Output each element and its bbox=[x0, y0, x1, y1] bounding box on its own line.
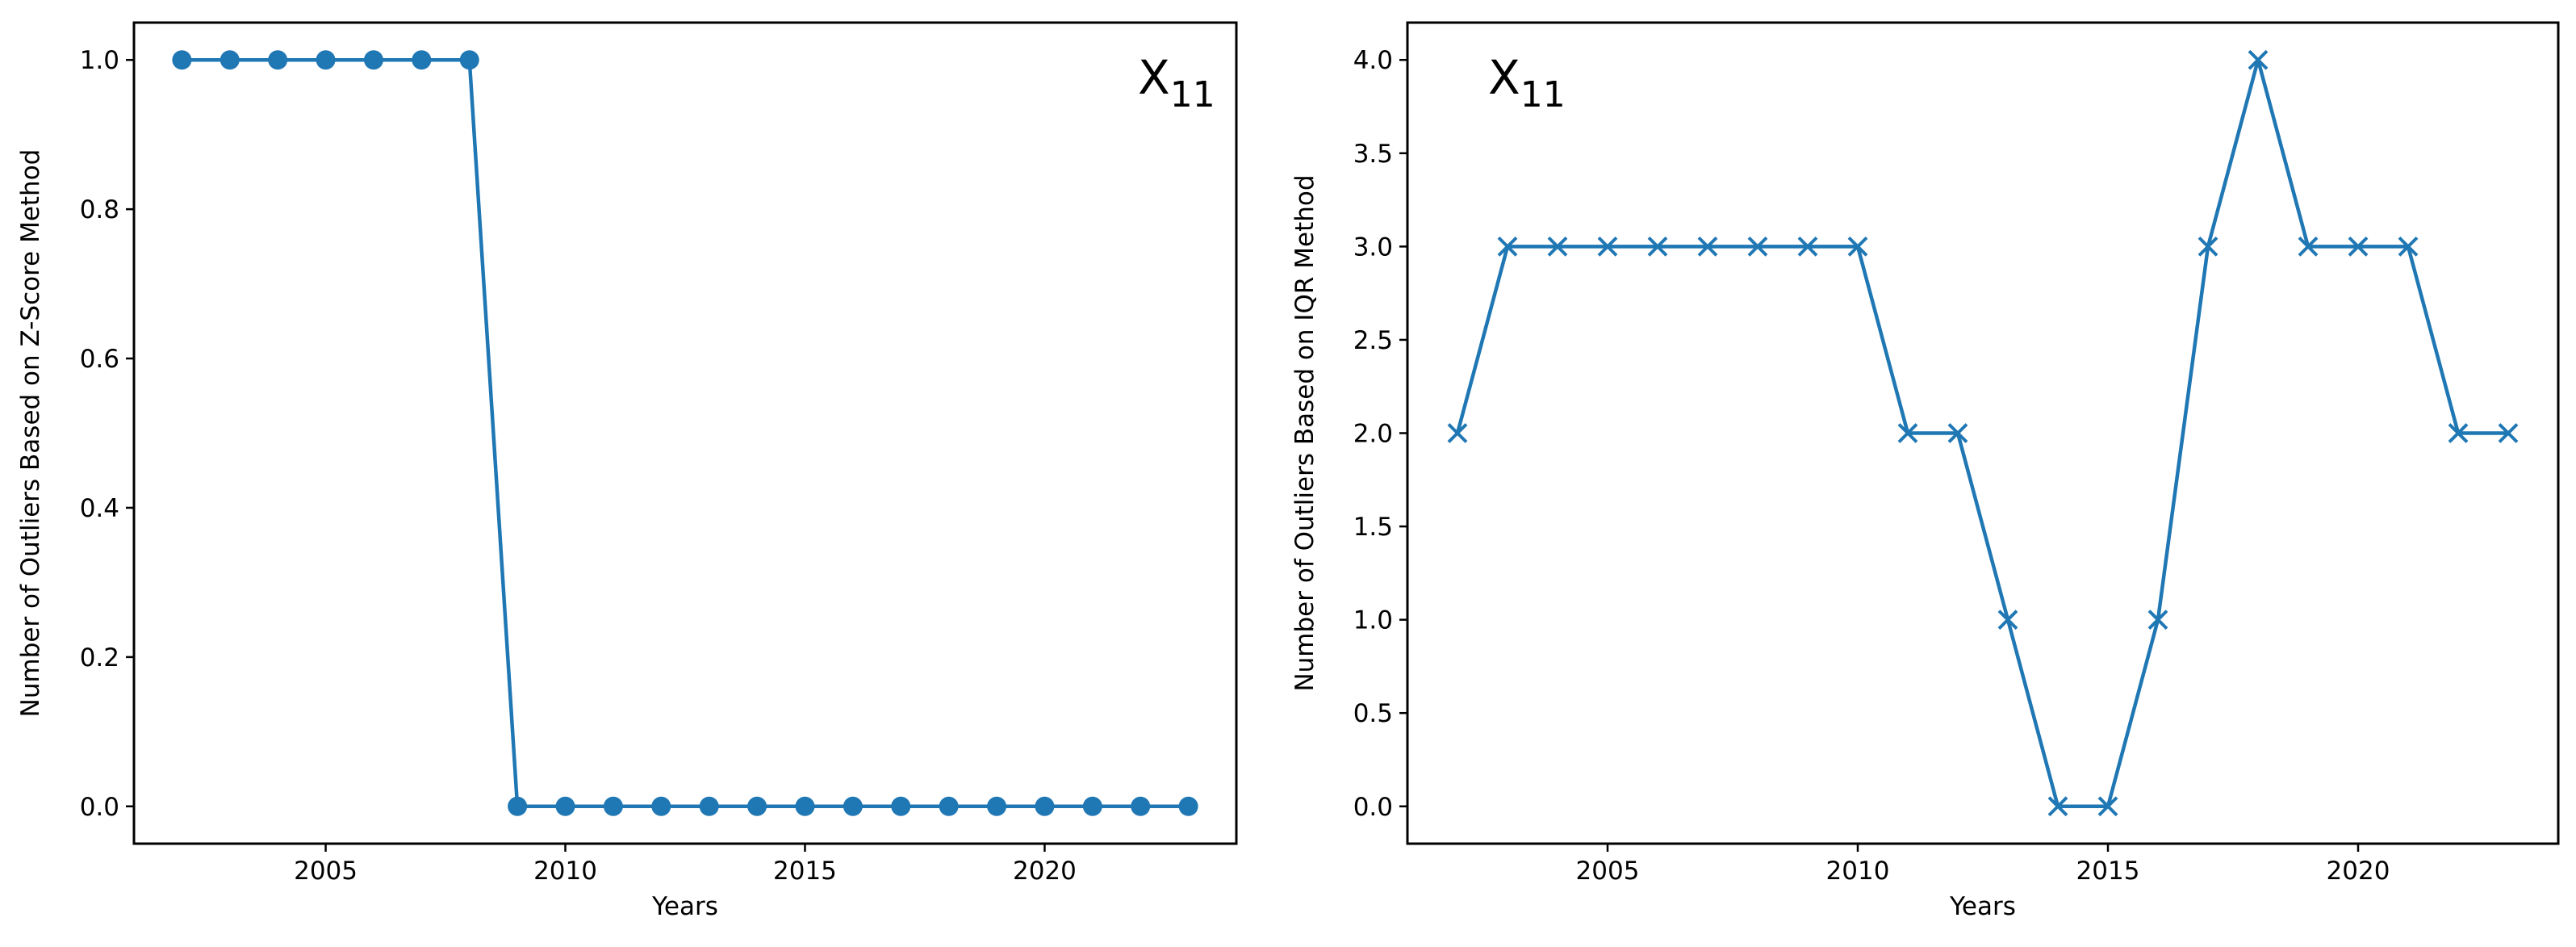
data-point bbox=[1497, 236, 1518, 257]
x-tick-label: 2005 bbox=[294, 857, 358, 886]
x-tick-label: 2015 bbox=[773, 857, 837, 886]
data-point bbox=[651, 796, 671, 816]
data-point bbox=[2198, 236, 2218, 257]
y-tick-label: 4.0 bbox=[1353, 46, 1393, 75]
data-point bbox=[1947, 423, 1968, 443]
data-point bbox=[268, 50, 288, 70]
data-point bbox=[795, 796, 815, 816]
data-point bbox=[1035, 796, 1055, 816]
data-point bbox=[2398, 236, 2419, 257]
series-iqr bbox=[1447, 49, 2519, 817]
x-tick-label: 2005 bbox=[1576, 857, 1640, 886]
data-point bbox=[172, 50, 192, 70]
y-axis-ticks: 0.0 0.2 0.4 0.6 0.8 1.0 bbox=[80, 46, 134, 822]
data-point bbox=[1597, 236, 1618, 257]
data-point bbox=[603, 796, 623, 816]
data-point bbox=[220, 50, 240, 70]
panel-title-main: X bbox=[1138, 50, 1170, 105]
data-point bbox=[1897, 423, 1918, 443]
data-point bbox=[2248, 49, 2269, 70]
series-line bbox=[182, 57, 1189, 809]
y-tick-label: 0.4 bbox=[80, 494, 119, 523]
data-point bbox=[747, 796, 767, 816]
data-point bbox=[508, 796, 528, 816]
x-tick-label: 2020 bbox=[1013, 857, 1077, 886]
y-tick-label: 1.0 bbox=[80, 46, 119, 75]
x-tick-label: 2020 bbox=[2327, 857, 2390, 886]
y-axis-label: Number of Outliers Based on Z-Score Meth… bbox=[16, 149, 45, 718]
data-point bbox=[2498, 423, 2519, 443]
y-tick-label: 3.0 bbox=[1353, 233, 1393, 262]
x-axis-label: Years bbox=[1949, 892, 2016, 921]
chart-panel-zscore: 2005 2010 2015 2020 0.0 0.2 0.4 0.6 0.8 1.0 Year… bbox=[16, 21, 1238, 921]
y-axis-label: Number of Outliers Based on IQR Method bbox=[1290, 174, 1319, 691]
panel-title: X11 bbox=[1138, 50, 1215, 115]
data-point bbox=[1797, 236, 1818, 257]
data-point bbox=[2448, 423, 2469, 443]
data-point bbox=[2298, 236, 2319, 257]
data-point bbox=[891, 796, 911, 816]
data-point bbox=[459, 50, 479, 70]
data-point bbox=[1447, 423, 1468, 443]
panel-title: X11 bbox=[1488, 50, 1566, 115]
data-point bbox=[699, 796, 719, 816]
y-tick-label: 2.0 bbox=[1353, 420, 1393, 449]
data-point bbox=[2047, 796, 2068, 817]
data-point bbox=[939, 796, 959, 816]
data-point bbox=[987, 796, 1007, 816]
panel-title-main: X bbox=[1488, 50, 1520, 105]
data-point bbox=[2147, 610, 2168, 631]
plot-frame bbox=[132, 21, 1238, 845]
series-zscore bbox=[172, 50, 1198, 816]
data-point bbox=[1847, 236, 1868, 257]
data-point bbox=[316, 50, 336, 70]
x-tick-label: 2010 bbox=[533, 857, 597, 886]
chart-panel-iqr: 2005 2010 2015 2020 0.0 0.5 1.0 1.5 2.0 2.5 3.0 3.… bbox=[1290, 21, 2560, 921]
x-tick-label: 2010 bbox=[1826, 857, 1890, 886]
x-axis-ticks: 2005 2010 2015 2020 bbox=[1576, 844, 2390, 886]
data-point bbox=[1747, 236, 1768, 257]
y-axis-ticks: 0.0 0.5 1.0 1.5 2.0 2.5 3.0 3.5 4.0 bbox=[1353, 46, 1407, 822]
data-point bbox=[1997, 610, 2018, 631]
data-point bbox=[1547, 236, 1568, 257]
data-point bbox=[1131, 796, 1151, 816]
panel-title-subscript: 11 bbox=[1520, 74, 1566, 115]
y-tick-label: 0.8 bbox=[80, 195, 119, 224]
data-point bbox=[555, 796, 575, 816]
y-tick-label: 0.0 bbox=[1353, 793, 1393, 822]
series-line bbox=[1455, 57, 2508, 809]
data-point bbox=[843, 796, 863, 816]
y-tick-label: 0.0 bbox=[80, 793, 119, 822]
data-point bbox=[363, 50, 383, 70]
x-tick-label: 2015 bbox=[2076, 857, 2140, 886]
data-point bbox=[412, 50, 432, 70]
data-point bbox=[1697, 236, 1718, 257]
y-tick-label: 0.6 bbox=[80, 345, 119, 374]
y-tick-label: 0.5 bbox=[1353, 699, 1393, 728]
y-tick-label: 0.2 bbox=[80, 643, 119, 673]
data-point bbox=[1082, 796, 1102, 816]
y-tick-label: 3.5 bbox=[1353, 140, 1393, 169]
data-point bbox=[2348, 236, 2369, 257]
y-tick-label: 1.5 bbox=[1353, 513, 1393, 542]
x-axis-ticks: 2005 2010 2015 2020 bbox=[294, 844, 1077, 886]
x-axis-label: Years bbox=[651, 892, 718, 921]
data-point bbox=[1647, 236, 1668, 257]
panel-title-subscript: 11 bbox=[1170, 74, 1215, 115]
data-point bbox=[2097, 796, 2118, 817]
y-tick-label: 1.0 bbox=[1353, 606, 1393, 635]
y-tick-label: 2.5 bbox=[1353, 326, 1393, 355]
data-point bbox=[1178, 796, 1198, 816]
